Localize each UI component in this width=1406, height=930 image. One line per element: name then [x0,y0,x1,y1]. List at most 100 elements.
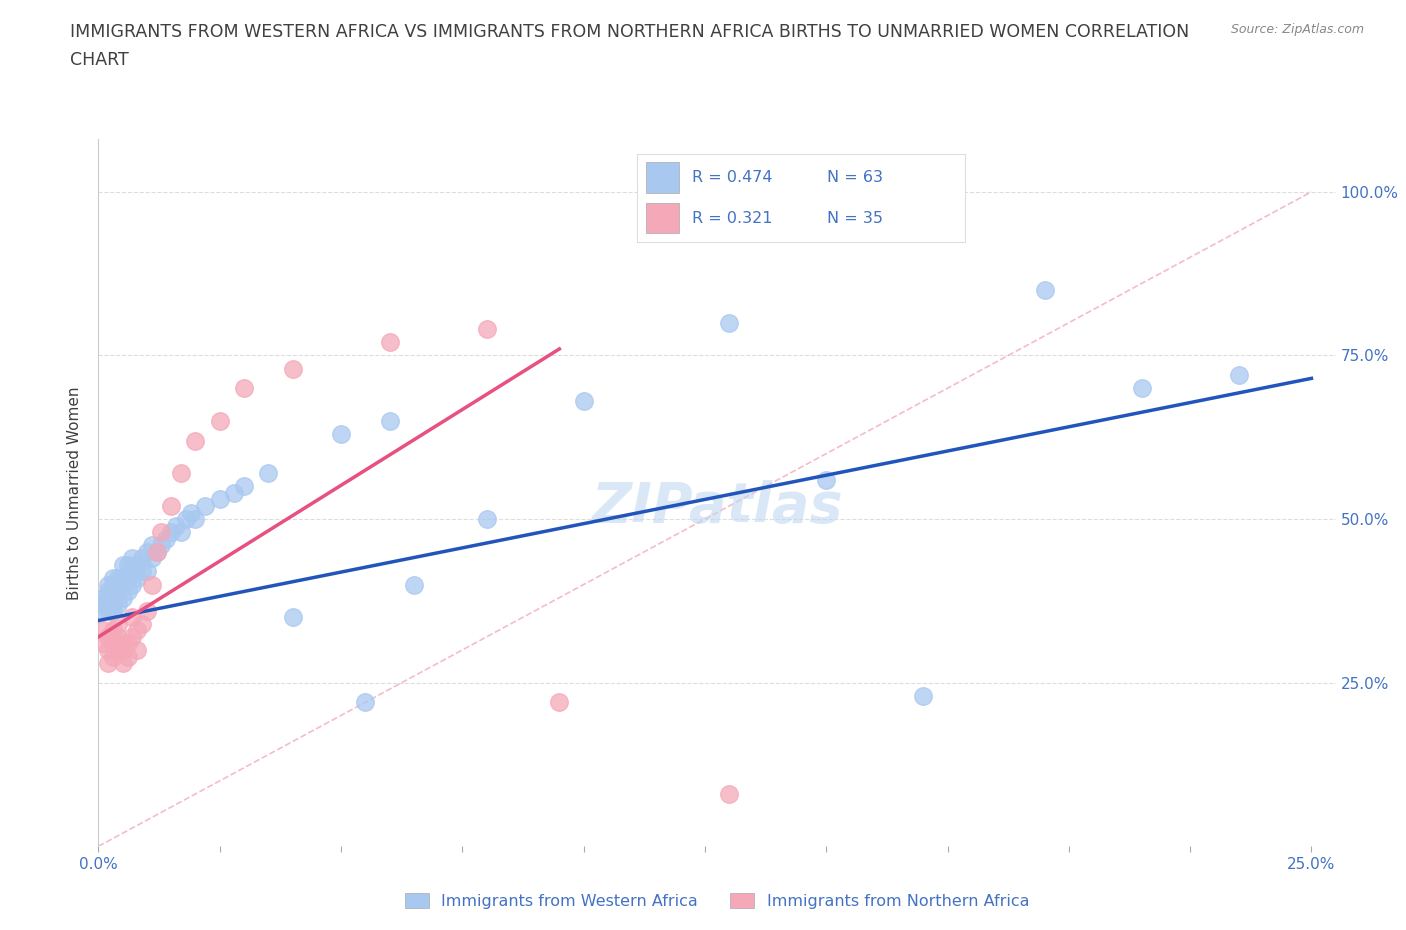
Point [912,688,935,703]
Point [160,498,183,513]
Point [107,597,129,612]
Point [378,335,401,350]
Point [107,617,129,631]
Point [224,485,246,500]
Point [136,564,159,578]
Point [91,623,114,638]
Point [121,551,143,565]
Point [475,512,498,526]
Point [208,492,231,507]
Text: IMMIGRANTS FROM WESTERN AFRICA VS IMMIGRANTS FROM NORTHERN AFRICA BIRTHS TO UNMA: IMMIGRANTS FROM WESTERN AFRICA VS IMMIGR… [70,23,1189,41]
Point [97,604,120,618]
Point [330,427,353,442]
Point [121,630,143,644]
Point [257,466,280,481]
Point [121,610,143,625]
Point [184,512,207,526]
Point [165,518,187,533]
Point [117,570,139,585]
Point [127,623,149,638]
Point [145,544,167,559]
Point [1033,283,1056,298]
Point [117,584,139,599]
Point [107,578,129,592]
Point [170,466,193,481]
Point [160,525,183,539]
Point [121,578,143,592]
Point [91,636,114,651]
Point [233,380,256,395]
Point [155,531,177,546]
Point [91,604,114,618]
Point [91,597,114,612]
Point [111,591,134,605]
Point [117,649,139,664]
Point [97,643,120,658]
Point [101,597,124,612]
Point [91,591,114,605]
Point [170,525,193,539]
Point [101,623,124,638]
Point [174,512,197,526]
Point [101,584,124,599]
Point [145,544,167,559]
Point [180,505,202,520]
Text: Source: ZipAtlas.com: Source: ZipAtlas.com [1230,23,1364,36]
Point [111,557,134,572]
Point [101,570,124,585]
Point [281,610,304,625]
Point [97,630,120,644]
Point [127,557,149,572]
Point [150,538,173,552]
Text: ZIPatlas: ZIPatlas [592,480,842,534]
Point [121,564,143,578]
Point [1227,367,1250,382]
Point [97,656,120,671]
Point [131,551,153,565]
Point [150,525,173,539]
Point [141,538,163,552]
Point [111,636,134,651]
Point [127,643,149,658]
Point [131,617,153,631]
Point [1130,380,1153,395]
Point [127,570,149,585]
Point [97,591,120,605]
Point [117,636,139,651]
Point [111,578,134,592]
Point [208,414,231,429]
Point [107,584,129,599]
Text: CHART: CHART [70,51,129,69]
Point [475,322,498,337]
Point [111,656,134,671]
Point [572,393,595,408]
Point [97,584,120,599]
Point [136,544,159,559]
Point [402,578,425,592]
Point [97,597,120,612]
Point [101,649,124,664]
Point [101,578,124,592]
Point [101,636,124,651]
Point [97,578,120,592]
Point [101,591,124,605]
Point [354,695,377,710]
Point [107,643,129,658]
Point [107,630,129,644]
Point [815,472,838,487]
Point [131,564,153,578]
Point [548,695,571,710]
Point [378,414,401,429]
Point [107,570,129,585]
Point [718,787,741,802]
Point [184,433,207,448]
Point [117,557,139,572]
Point [281,361,304,376]
Point [718,315,741,330]
Point [233,479,256,494]
Legend: Immigrants from Western Africa, Immigrants from Northern Africa: Immigrants from Western Africa, Immigran… [405,894,1029,909]
Point [194,498,217,513]
Point [111,643,134,658]
Point [136,604,159,618]
Point [101,604,124,618]
